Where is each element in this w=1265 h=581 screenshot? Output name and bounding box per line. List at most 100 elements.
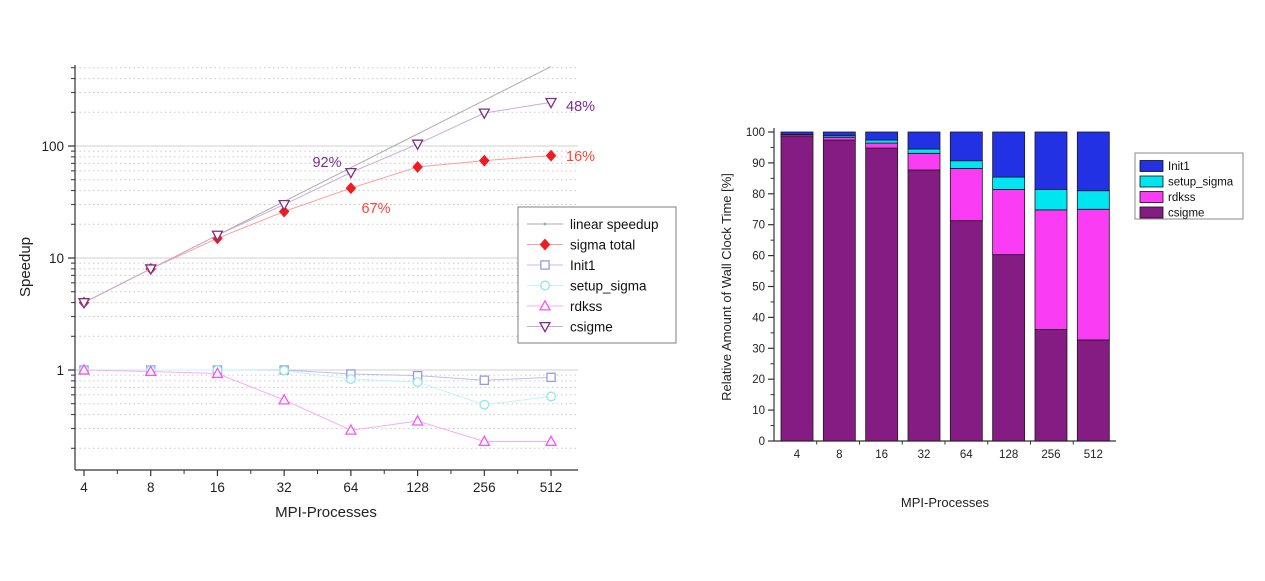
legend-item-rdkss: rdkss: [1139, 191, 1196, 204]
legend-item-init1: Init1: [527, 258, 596, 273]
bar-64: [949, 131, 983, 442]
series-csigme: [77, 97, 558, 310]
bar-256-csigme: [1034, 329, 1068, 442]
legend-item-sigma-total: sigma total: [527, 238, 635, 253]
rdkss-marker: [344, 423, 357, 435]
x-axis-title: MPI-Processes: [275, 504, 377, 521]
legend-rdkss-marker-icon: [538, 299, 552, 311]
y-tick-label: 10: [49, 251, 64, 266]
series-line-csigme: [83, 101, 552, 304]
y-tick-label: 60: [752, 251, 765, 263]
legend-label: setup_sigma: [570, 279, 647, 294]
series-line-setup-sigma: [84, 369, 552, 406]
bar-4-csigme: [780, 136, 814, 442]
legend-label: rdkss: [1168, 192, 1196, 204]
x-tick-label: 512: [1084, 449, 1103, 461]
y-tick-label: 1: [56, 363, 64, 378]
setup-sigma-marker: [345, 374, 356, 385]
csigme-marker: [344, 167, 357, 180]
bar-64-init1: [949, 131, 983, 162]
bar-32-rdkss: [907, 152, 941, 171]
setup-sigma-marker: [546, 391, 556, 402]
y-axis-title: Speedup: [17, 237, 34, 297]
bars: 4 8 16 32 64 128 256 512: [780, 131, 1110, 461]
annotation-92-: 92%: [312, 155, 341, 171]
x-tick-label: 16: [875, 449, 888, 461]
y-axis-title: Relative Amount of Wall Clock Time [%]: [719, 173, 734, 401]
bar-8-rdkss: [822, 136, 856, 141]
legend-item-init1: Init1: [1139, 160, 1190, 173]
legend-label: csigme: [570, 320, 613, 335]
bar-32-setup-sigma: [907, 148, 941, 154]
legend-sigma-total-marker-icon: [539, 238, 551, 251]
bar-256-init1: [1034, 131, 1068, 190]
rdkss-marker: [478, 434, 491, 447]
rdkss-marker: [211, 366, 224, 379]
bar-64-setup-sigma: [949, 160, 983, 169]
rdkss-marker: [411, 414, 424, 426]
bar-256-rdkss: [1034, 209, 1068, 330]
csigme-marker: [278, 200, 291, 212]
csigme-marker: [211, 230, 224, 242]
bar-128-setup-sigma: [992, 176, 1026, 190]
bar-512-setup-sigma: [1076, 190, 1110, 210]
legend-label: Init1: [1168, 161, 1190, 173]
x-tick-label: 4: [80, 480, 88, 495]
y-tick-label: 10: [752, 405, 765, 417]
x-tick-label: 128: [406, 480, 429, 495]
x-tick-label: 64: [960, 449, 973, 461]
y-tick-label: 0: [759, 436, 765, 448]
y-tick-label: 30: [752, 343, 765, 355]
bar-32-csigme: [907, 169, 941, 442]
series-line-sigma-total: [83, 155, 552, 304]
sigma-total-marker: [545, 149, 557, 162]
y-tick-label: 80: [752, 189, 765, 201]
legend-init1-swatch-icon: [1139, 160, 1164, 172]
bar-16-rdkss: [865, 142, 899, 149]
setup-sigma-marker: [279, 365, 290, 376]
legend-csigme-swatch-icon: [1139, 206, 1164, 219]
axes: 1 10 100 4 8 16 32 64 128 256 512: [41, 65, 578, 495]
legend-init1-marker-icon: [540, 260, 550, 270]
rdkss-marker: [544, 434, 558, 447]
walltime-chart: 0 10 20 30 40 50 60 70 80 90 100 4 8 16 32 64 128 256 512 M…: [719, 127, 1244, 510]
speedup-chart: 1 10 100 4 8 16 32 64 128 256 512 MPI-Processes Spee…: [17, 65, 677, 521]
csigme-marker: [411, 139, 424, 151]
rdkss-marker: [278, 393, 291, 405]
bar-8: [822, 131, 856, 442]
y-tick-label: 40: [752, 312, 765, 324]
legend-setup-sigma-marker-icon: [540, 280, 550, 291]
bar-8-init1: [822, 131, 856, 137]
bar-256-setup-sigma: [1034, 189, 1068, 211]
legend-linear-speedup-marker-icon: [543, 222, 547, 226]
series-rdkss: [77, 363, 558, 447]
legend: linear speedup sigma total Init1 setup_sigm…: [517, 206, 677, 344]
x-tick-label: 128: [999, 449, 1018, 461]
legend-item-csigme: csigme: [1139, 206, 1204, 220]
bar-4: [780, 131, 814, 442]
bar-128-csigme: [992, 254, 1026, 442]
init1-marker: [479, 375, 490, 385]
bar-512-init1: [1076, 131, 1110, 192]
x-tick-label: 4: [794, 449, 801, 461]
x-tick-label: 256: [473, 480, 496, 495]
legend-label: Init1: [570, 258, 596, 273]
annotation-48-: 48%: [566, 99, 595, 115]
setup-sigma-marker: [412, 377, 423, 388]
x-tick-label: 32: [918, 449, 931, 461]
x-tick-label: 32: [277, 480, 292, 495]
bar-256: [1034, 131, 1068, 442]
y-tick-label: 90: [752, 158, 765, 170]
sigma-total-marker: [278, 205, 290, 218]
x-tick-label: 64: [343, 480, 359, 495]
legend-item-setup-sigma: setup_sigma: [1139, 175, 1234, 189]
bar-128-rdkss: [992, 189, 1026, 256]
csigme-marker: [144, 264, 157, 276]
bar-512-csigme: [1076, 339, 1110, 442]
bar-32: [907, 131, 941, 442]
legend-rdkss-swatch-icon: [1139, 191, 1164, 203]
rdkss-marker: [144, 364, 157, 377]
legend-label: linear speedup: [570, 217, 659, 232]
